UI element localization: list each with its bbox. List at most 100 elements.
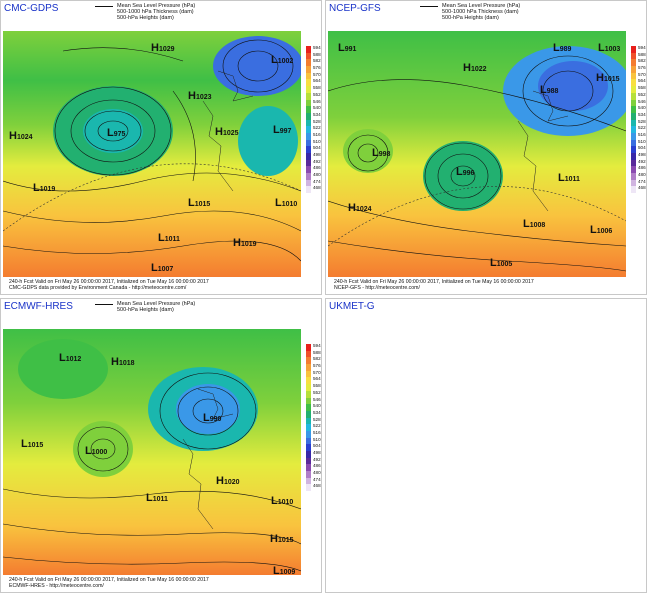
pressure-system-label: H1025: [215, 126, 239, 138]
scale-cell: 570: [306, 370, 321, 378]
panel-title: NCEP-GFS: [329, 3, 381, 14]
scale-label: 468: [638, 185, 646, 191]
scale-label: 534: [638, 111, 646, 117]
pressure-system-label: L989: [553, 42, 572, 54]
scale-label: 588: [313, 51, 321, 57]
pressure-system-label: H1022: [463, 62, 487, 74]
panel-title: UKMET-G: [329, 301, 375, 312]
legend-item: 500-hPa Heights (dam): [442, 15, 499, 22]
scale-label: 570: [313, 369, 321, 375]
scale-label: 504: [638, 145, 646, 151]
scale-label: 522: [313, 125, 321, 131]
scale-cell: 558: [306, 383, 321, 391]
scale-label: 504: [313, 145, 321, 151]
scale-cell: 552: [306, 92, 321, 100]
scale-cell: 492: [306, 457, 321, 465]
pressure-system-label: L1002: [271, 54, 293, 66]
scale-label: 528: [638, 118, 646, 124]
pressure-system-label: L1015: [188, 197, 210, 209]
color-scale: 594 588 582 576 570 564 558 552 546 540 534 528 522 5…: [306, 343, 321, 492]
pressure-system-label: H1024: [348, 202, 372, 214]
scale-cell: 468: [306, 185, 321, 194]
scale-cell: 486: [306, 463, 321, 472]
scale-label: 474: [638, 178, 646, 184]
scale-label: 540: [313, 105, 321, 111]
pressure-system-label: L1012: [59, 352, 81, 364]
pressure-system-label: H1015: [596, 72, 620, 84]
scale-cell: 480: [631, 172, 646, 180]
scale-label: 504: [313, 443, 321, 449]
scale-label: 564: [638, 78, 646, 84]
pressure-system-label: L1009: [273, 565, 295, 575]
scale-cell: 540: [306, 403, 321, 411]
forecast-map: L1012 H1018 L990 L1015 L1000 L1011 H1020 L1010 H…: [3, 329, 301, 575]
scale-cell: 576: [306, 363, 321, 371]
panel-title: ECMWF-HRES: [4, 301, 73, 312]
scale-cell: 594: [306, 45, 321, 53]
scale-cell: 594: [306, 343, 321, 351]
scale-cell: 570: [306, 72, 321, 80]
scale-label: 480: [313, 470, 321, 476]
pressure-system-label: H1023: [188, 90, 212, 102]
scale-label: 594: [313, 45, 321, 50]
scale-cell: 534: [306, 410, 321, 418]
scale-label: 516: [313, 131, 321, 137]
scale-cell: 564: [306, 376, 321, 385]
scale-cell: 468: [631, 185, 646, 194]
scale-cell: 582: [631, 58, 646, 67]
map-caption: 240-h Fcst Valid on Fri May 26 00:00:00 …: [9, 279, 209, 291]
scale-cell: 582: [306, 58, 321, 67]
scale-cell: 552: [631, 92, 646, 100]
pressure-system-label: L1005: [490, 257, 512, 269]
scale-label: 564: [313, 376, 321, 382]
scale-label: 474: [313, 178, 321, 184]
scale-cell: 540: [306, 105, 321, 113]
scale-cell: 528: [631, 119, 646, 127]
scale-label: 480: [638, 172, 646, 178]
scale-cell: 510: [306, 139, 321, 147]
pressure-system-label: L1010: [271, 495, 293, 507]
pressure-system-label: L996: [456, 166, 475, 178]
legend-item: 500-1000 hPa Thickness (dam): [117, 9, 194, 16]
scale-cell: 588: [306, 52, 321, 60]
scale-cell: 588: [306, 350, 321, 358]
scale-label: 468: [313, 483, 321, 489]
scale-label: 498: [313, 152, 321, 157]
scale-label: 582: [313, 356, 321, 362]
scale-label: 528: [313, 416, 321, 422]
pressure-system-label: L990: [203, 412, 222, 424]
scale-cell: 558: [306, 85, 321, 93]
scale-label: 492: [638, 158, 646, 164]
scale-label: 516: [313, 429, 321, 435]
pressure-system-label: L1015: [21, 438, 43, 450]
scale-cell: 528: [306, 417, 321, 425]
panel-cmc-gdps: CMC-GDPS Mean Sea Level Pressure (hPa) 5…: [0, 0, 322, 295]
scale-cell: 492: [306, 159, 321, 167]
scale-cell: 480: [306, 470, 321, 478]
scale-label: 528: [313, 118, 321, 124]
scale-label: 498: [638, 152, 646, 157]
pressure-system-label: L1006: [590, 224, 612, 236]
legend: Mean Sea Level Pressure (hPa) 500-hPa He…: [93, 301, 195, 313]
scale-cell: 534: [306, 112, 321, 120]
scale-label: 474: [313, 476, 321, 482]
scale-label: 486: [313, 165, 321, 171]
scale-label: 570: [638, 71, 646, 77]
panel-ecmwf-hres: ECMWF-HRES Mean Sea Level Pressure (hPa)…: [0, 298, 322, 593]
scale-cell: 594: [631, 45, 646, 53]
scale-cell: 576: [306, 65, 321, 73]
pressure-system-label: H1020: [216, 475, 240, 487]
scale-cell: 522: [306, 423, 321, 431]
map-caption: 240-h Fcst Valid on Fri May 26 00:00:00 …: [9, 577, 209, 589]
pressure-system-label: L988: [540, 84, 559, 96]
pressure-system-label: L1019: [33, 182, 55, 194]
scale-cell: 570: [631, 72, 646, 80]
caption-line: 240-h Fcst Valid on Fri May 26 00:00:00 …: [334, 279, 534, 285]
pressure-system-label: H1019: [233, 237, 257, 249]
color-scale: 594 588 582 576 570 564 558 552 546 540 534 528 522 5…: [631, 45, 646, 194]
scale-cell: 504: [306, 443, 321, 451]
scale-cell: 528: [306, 119, 321, 127]
scale-cell: 510: [306, 437, 321, 445]
scale-cell: 510: [631, 139, 646, 147]
scale-label: 576: [638, 65, 646, 71]
